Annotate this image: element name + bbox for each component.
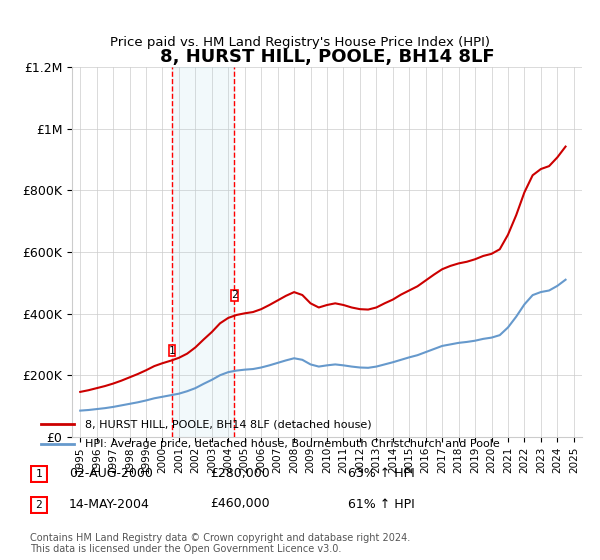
Text: 02-AUG-2000: 02-AUG-2000 — [69, 466, 153, 480]
Text: Price paid vs. HM Land Registry's House Price Index (HPI): Price paid vs. HM Land Registry's House … — [110, 36, 490, 49]
Text: 61% ↑ HPI: 61% ↑ HPI — [348, 497, 415, 511]
FancyBboxPatch shape — [231, 290, 238, 301]
Text: £280,000: £280,000 — [210, 466, 270, 480]
Text: 63% ↑ HPI: 63% ↑ HPI — [348, 466, 415, 480]
Text: 1: 1 — [169, 346, 175, 356]
Text: HPI: Average price, detached house, Bournemouth Christchurch and Poole: HPI: Average price, detached house, Bour… — [85, 439, 500, 449]
Text: 14-MAY-2004: 14-MAY-2004 — [69, 497, 150, 511]
FancyBboxPatch shape — [169, 345, 175, 356]
Text: 8, HURST HILL, POOLE, BH14 8LF (detached house): 8, HURST HILL, POOLE, BH14 8LF (detached… — [85, 419, 372, 429]
Text: 1: 1 — [35, 469, 43, 479]
FancyBboxPatch shape — [31, 497, 47, 513]
FancyBboxPatch shape — [31, 466, 47, 482]
Text: 2: 2 — [35, 500, 43, 510]
Title: 8, HURST HILL, POOLE, BH14 8LF: 8, HURST HILL, POOLE, BH14 8LF — [160, 48, 494, 66]
Text: £460,000: £460,000 — [210, 497, 269, 511]
Text: Contains HM Land Registry data © Crown copyright and database right 2024.
This d: Contains HM Land Registry data © Crown c… — [30, 533, 410, 554]
Bar — [172, 67, 235, 437]
Text: 2: 2 — [231, 290, 238, 300]
